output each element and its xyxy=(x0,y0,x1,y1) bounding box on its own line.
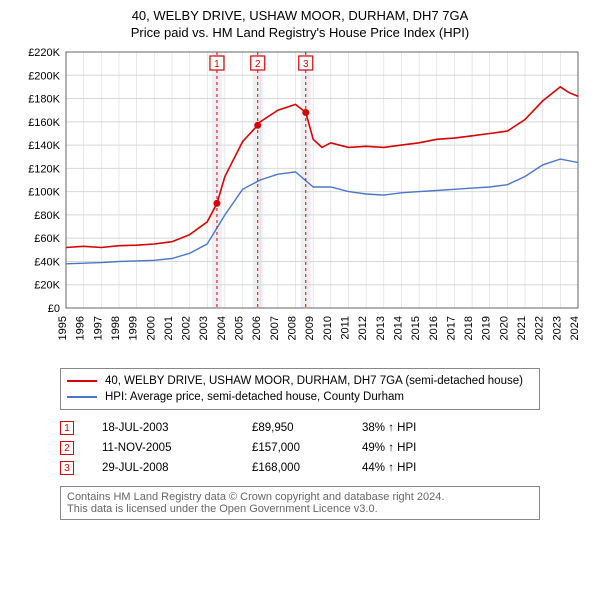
legend-row: HPI: Average price, semi-detached house,… xyxy=(67,389,533,405)
svg-text:£180K: £180K xyxy=(28,94,60,106)
svg-text:£40K: £40K xyxy=(34,256,60,268)
footer-line2: This data is licensed under the Open Gov… xyxy=(67,503,533,515)
legend-label: 40, WELBY DRIVE, USHAW MOOR, DURHAM, DH7… xyxy=(105,375,523,387)
svg-text:2023: 2023 xyxy=(551,316,563,340)
svg-text:2: 2 xyxy=(255,59,261,70)
annotation-date: 29-JUL-2008 xyxy=(102,462,252,474)
legend-box: 40, WELBY DRIVE, USHAW MOOR, DURHAM, DH7… xyxy=(60,368,540,410)
annotation-diff: 38% ↑ HPI xyxy=(362,422,462,434)
annotation-row: 2 11-NOV-2005£157,00049% ↑ HPI xyxy=(60,438,540,458)
svg-text:2005: 2005 xyxy=(234,316,246,340)
svg-text:2013: 2013 xyxy=(375,316,387,340)
annotation-badge: 2 xyxy=(60,441,74,455)
footer-line1: Contains HM Land Registry data © Crown c… xyxy=(67,491,533,503)
svg-text:2021: 2021 xyxy=(516,316,528,340)
chart-svg: £0 £20K £40K £60K £80K £100K £120K £140K £160K £1… xyxy=(22,46,582,356)
title-subtitle: Price paid vs. HM Land Registry's House … xyxy=(16,25,584,40)
svg-text:£60K: £60K xyxy=(34,233,60,245)
svg-text:1999: 1999 xyxy=(128,316,140,340)
svg-text:2001: 2001 xyxy=(163,316,175,340)
svg-text:2004: 2004 xyxy=(216,316,228,340)
svg-text:2010: 2010 xyxy=(322,316,334,340)
svg-text:£0: £0 xyxy=(48,303,60,315)
annotation-price: £89,950 xyxy=(252,422,362,434)
annotation-badge: 3 xyxy=(60,461,74,475)
annotation-price: £168,000 xyxy=(252,462,362,474)
svg-text:£160K: £160K xyxy=(28,117,60,129)
svg-text:2016: 2016 xyxy=(428,316,440,340)
svg-text:2000: 2000 xyxy=(145,316,157,340)
svg-text:1996: 1996 xyxy=(75,316,87,340)
annotation-table: 1 18-JUL-2003£89,95038% ↑ HPI 2 11-NOV-2005… xyxy=(60,418,540,478)
svg-text:2007: 2007 xyxy=(269,316,281,340)
footer-box: Contains HM Land Registry data © Crown c… xyxy=(60,486,540,520)
svg-text:2012: 2012 xyxy=(357,316,369,340)
legend-swatch xyxy=(67,396,97,398)
svg-text:2011: 2011 xyxy=(339,316,351,340)
svg-text:£20K: £20K xyxy=(34,280,60,292)
title-address: 40, WELBY DRIVE, USHAW MOOR, DURHAM, DH7… xyxy=(16,8,584,23)
svg-text:2018: 2018 xyxy=(463,316,475,340)
svg-text:£140K: £140K xyxy=(28,140,60,152)
svg-text:£220K: £220K xyxy=(28,47,60,59)
svg-text:£80K: £80K xyxy=(34,210,60,222)
annotation-row: 1 18-JUL-2003£89,95038% ↑ HPI xyxy=(60,418,540,438)
svg-text:2019: 2019 xyxy=(481,316,493,340)
svg-text:1998: 1998 xyxy=(110,316,122,340)
svg-text:2008: 2008 xyxy=(287,316,299,340)
chart-container: 40, WELBY DRIVE, USHAW MOOR, DURHAM, DH7… xyxy=(0,0,600,590)
legend-row: 40, WELBY DRIVE, USHAW MOOR, DURHAM, DH7… xyxy=(67,373,533,389)
annotation-date: 11-NOV-2005 xyxy=(102,442,252,454)
svg-text:3: 3 xyxy=(303,59,309,70)
svg-text:2022: 2022 xyxy=(534,316,546,340)
annotation-date: 18-JUL-2003 xyxy=(102,422,252,434)
legend-label: HPI: Average price, semi-detached house,… xyxy=(105,391,404,403)
svg-text:2015: 2015 xyxy=(410,316,422,340)
svg-text:2024: 2024 xyxy=(569,316,581,340)
annotation-badge: 1 xyxy=(60,421,74,435)
chart-area: £0 £20K £40K £60K £80K £100K £120K £140K £160K £1… xyxy=(22,46,582,356)
svg-text:2017: 2017 xyxy=(445,316,457,340)
annotation-diff: 49% ↑ HPI xyxy=(362,442,462,454)
annotation-price: £157,000 xyxy=(252,442,362,454)
svg-text:£120K: £120K xyxy=(28,163,60,175)
legend-swatch xyxy=(67,380,97,382)
svg-text:1: 1 xyxy=(214,59,220,70)
svg-text:2020: 2020 xyxy=(498,316,510,340)
svg-text:£200K: £200K xyxy=(28,70,60,82)
annotation-diff: 44% ↑ HPI xyxy=(362,462,462,474)
svg-text:2006: 2006 xyxy=(251,316,263,340)
svg-text:£100K: £100K xyxy=(28,187,60,199)
svg-text:2002: 2002 xyxy=(181,316,193,340)
annotation-row: 3 29-JUL-2008£168,00044% ↑ HPI xyxy=(60,458,540,478)
svg-text:2009: 2009 xyxy=(304,316,316,340)
svg-text:1995: 1995 xyxy=(57,316,69,340)
svg-text:1997: 1997 xyxy=(92,316,104,340)
svg-text:2014: 2014 xyxy=(392,316,404,340)
svg-text:2003: 2003 xyxy=(198,316,210,340)
chart-titles: 40, WELBY DRIVE, USHAW MOOR, DURHAM, DH7… xyxy=(16,8,584,40)
